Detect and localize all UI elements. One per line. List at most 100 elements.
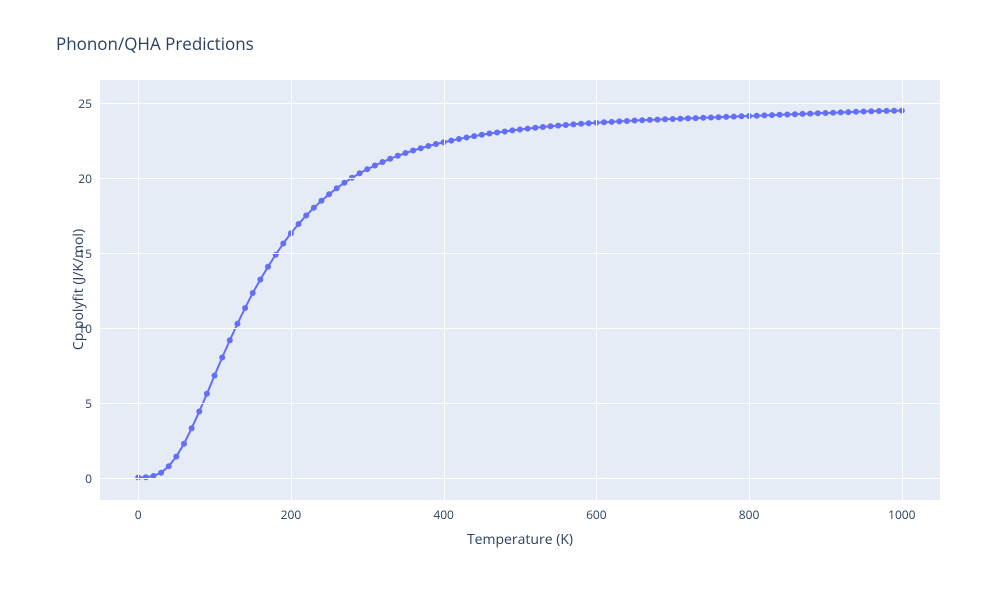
series-marker[interactable] — [548, 123, 554, 129]
series-marker[interactable] — [868, 108, 874, 114]
series-marker[interactable] — [334, 185, 340, 191]
series-marker[interactable] — [555, 123, 561, 129]
gridline-vertical — [749, 80, 750, 500]
series-marker[interactable] — [845, 109, 851, 115]
series-marker[interactable] — [257, 277, 263, 283]
series-marker[interactable] — [815, 110, 821, 116]
series-marker[interactable] — [517, 127, 523, 133]
series-marker[interactable] — [189, 425, 195, 431]
gridline-horizontal — [100, 403, 940, 404]
series-marker[interactable] — [662, 116, 668, 122]
series-marker[interactable] — [677, 116, 683, 122]
series-marker[interactable] — [586, 120, 592, 126]
series-marker[interactable] — [792, 111, 798, 117]
series-marker[interactable] — [502, 128, 508, 134]
series-marker[interactable] — [296, 221, 302, 227]
x-tick-label: 400 — [414, 506, 474, 523]
series-marker[interactable] — [685, 115, 691, 121]
series-marker[interactable] — [326, 191, 332, 197]
series-marker[interactable] — [280, 241, 286, 247]
y-tick-label: 10 — [52, 320, 92, 337]
series-marker[interactable] — [265, 264, 271, 270]
series-marker[interactable] — [731, 114, 737, 120]
series-marker[interactable] — [609, 119, 615, 125]
series-marker[interactable] — [418, 145, 424, 151]
series-marker[interactable] — [754, 113, 760, 119]
series-marker[interactable] — [212, 373, 218, 379]
series-marker[interactable] — [250, 290, 256, 296]
series-marker[interactable] — [357, 170, 363, 176]
series-marker[interactable] — [372, 163, 378, 169]
series-marker[interactable] — [341, 180, 347, 186]
series-marker[interactable] — [540, 124, 546, 130]
gridline-horizontal — [100, 178, 940, 179]
series-marker[interactable] — [448, 138, 454, 144]
series-marker[interactable] — [509, 127, 515, 133]
series-marker[interactable] — [219, 355, 225, 361]
series-marker[interactable] — [769, 112, 775, 118]
series-marker[interactable] — [761, 112, 767, 118]
x-tick-label: 0 — [108, 506, 168, 523]
series-marker[interactable] — [173, 454, 179, 460]
series-marker[interactable] — [387, 156, 393, 162]
series-marker[interactable] — [777, 112, 783, 118]
series-marker[interactable] — [395, 153, 401, 159]
series-marker[interactable] — [738, 113, 744, 119]
series-marker[interactable] — [578, 121, 584, 127]
gridline-vertical — [902, 80, 903, 500]
series-marker[interactable] — [158, 470, 164, 476]
series-marker[interactable] — [166, 463, 172, 469]
series-marker[interactable] — [570, 121, 576, 127]
series-marker[interactable] — [647, 117, 653, 123]
series-marker[interactable] — [204, 391, 210, 397]
series-marker[interactable] — [242, 305, 248, 311]
series-marker[interactable] — [632, 118, 638, 124]
series-marker[interactable] — [456, 136, 462, 142]
series-marker[interactable] — [227, 337, 233, 343]
series-marker[interactable] — [532, 125, 538, 131]
series-marker[interactable] — [876, 108, 882, 114]
series-marker[interactable] — [318, 198, 324, 204]
series-marker[interactable] — [670, 116, 676, 122]
series-marker[interactable] — [486, 131, 492, 137]
series-marker[interactable] — [303, 212, 309, 218]
series-marker[interactable] — [410, 148, 416, 154]
series-marker[interactable] — [822, 110, 828, 116]
series-marker[interactable] — [425, 143, 431, 149]
series-marker[interactable] — [891, 108, 897, 114]
series-marker[interactable] — [464, 134, 470, 140]
series-marker[interactable] — [723, 114, 729, 120]
series-marker[interactable] — [402, 150, 408, 156]
series-marker[interactable] — [196, 409, 202, 415]
gridline-horizontal — [100, 478, 940, 479]
series-marker[interactable] — [700, 115, 706, 121]
series-marker[interactable] — [807, 111, 813, 117]
series-marker[interactable] — [601, 119, 607, 125]
series-marker[interactable] — [654, 117, 660, 123]
series-marker[interactable] — [716, 114, 722, 120]
series-marker[interactable] — [364, 166, 370, 172]
series-marker[interactable] — [494, 130, 500, 136]
series-marker[interactable] — [525, 126, 531, 132]
series-marker[interactable] — [861, 109, 867, 115]
series-marker[interactable] — [616, 118, 622, 124]
series-marker[interactable] — [624, 118, 630, 124]
series-marker[interactable] — [693, 115, 699, 121]
series-marker[interactable] — [181, 441, 187, 447]
series-marker[interactable] — [479, 132, 485, 138]
series-marker[interactable] — [380, 159, 386, 165]
series-marker[interactable] — [784, 112, 790, 118]
series-marker[interactable] — [639, 117, 645, 123]
series-marker[interactable] — [800, 111, 806, 117]
series-marker[interactable] — [853, 109, 859, 115]
series-marker[interactable] — [471, 133, 477, 139]
series-marker[interactable] — [311, 205, 317, 211]
series-marker[interactable] — [830, 110, 836, 116]
x-axis-title: Temperature (K) — [440, 530, 600, 549]
series-marker[interactable] — [234, 321, 240, 327]
series-marker[interactable] — [838, 109, 844, 115]
series-marker[interactable] — [708, 115, 714, 121]
series-marker[interactable] — [433, 141, 439, 147]
series-marker[interactable] — [563, 122, 569, 128]
series-marker[interactable] — [884, 108, 890, 114]
